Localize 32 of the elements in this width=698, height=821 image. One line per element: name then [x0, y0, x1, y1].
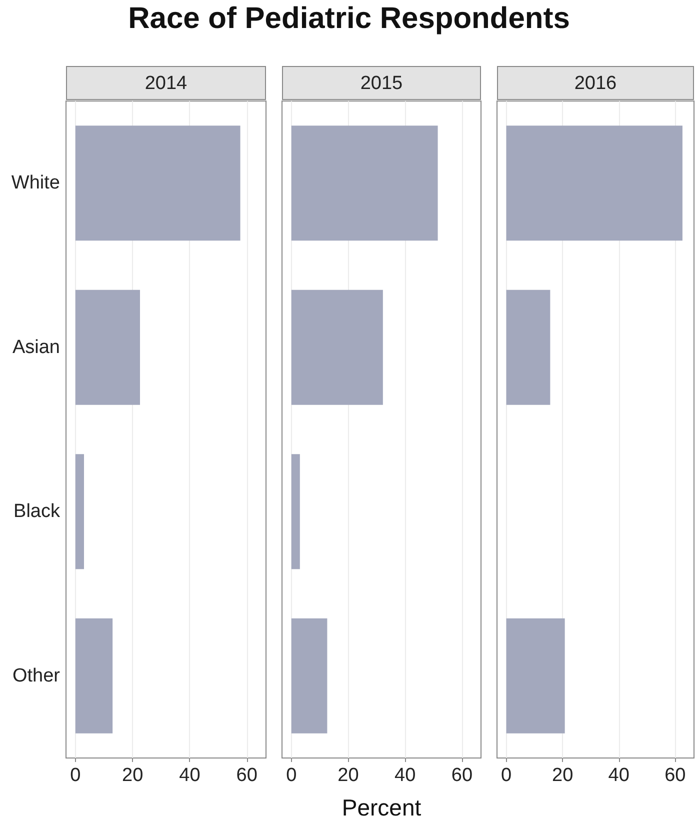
x-axis-title: Percent: [342, 794, 422, 820]
chart-subtitle: 2014: [66, 66, 266, 100]
text: Race of Pediatric Respondents: [127, 2, 571, 36]
bar: [506, 126, 682, 241]
x-tick-label: 40: [179, 765, 200, 786]
y-tick-label: Other: [12, 665, 61, 686]
chart-subtitle: 2016: [497, 66, 694, 100]
x-tick-label: 0: [286, 765, 297, 786]
bar: [291, 126, 438, 241]
x-tick-label: 60: [664, 765, 686, 786]
bar: [291, 618, 328, 734]
x-tick-label: 0: [70, 765, 81, 786]
x-tick-label: 60: [236, 765, 258, 786]
y-tick-label: Asian: [12, 336, 60, 358]
x-tick-label: 0: [501, 765, 512, 786]
x-tick-label: 40: [608, 765, 630, 786]
bar: [506, 618, 565, 734]
bar: [75, 454, 84, 570]
bar: [75, 618, 113, 734]
x-tick-label: 20: [122, 765, 144, 786]
bar: [506, 290, 550, 405]
x-tick-label: 40: [394, 765, 416, 786]
y-tick-label: Black: [14, 501, 60, 522]
x-tick-label: 20: [338, 765, 359, 786]
x-tick-label: 20: [552, 765, 574, 786]
bar: [75, 126, 240, 241]
chart-subtitle: 2015: [282, 66, 481, 100]
bar: [291, 454, 300, 570]
bar: [75, 290, 140, 405]
y-tick-label: White: [11, 172, 60, 194]
bar: [291, 290, 383, 405]
x-tick-label: 60: [451, 765, 473, 786]
